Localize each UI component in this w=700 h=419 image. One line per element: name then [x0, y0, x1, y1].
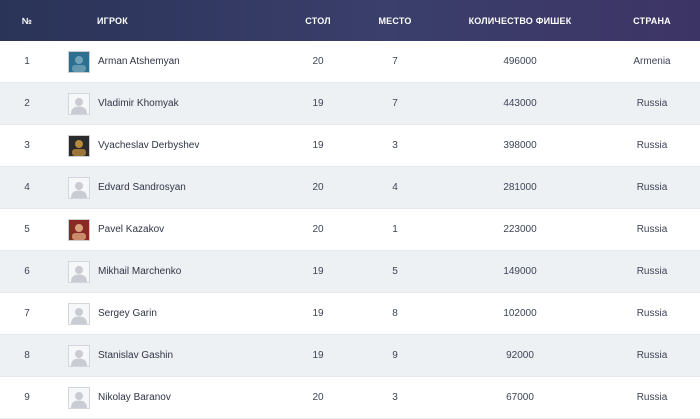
avatar-placeholder-icon: [68, 344, 90, 367]
player-cell[interactable]: Vyacheslav Derbyshev: [68, 134, 200, 157]
avatar-placeholder-icon: [68, 302, 90, 325]
table-number: 20: [312, 392, 324, 403]
row-number: 3: [24, 140, 30, 151]
country: Russia: [636, 140, 668, 151]
table-number: 19: [312, 350, 324, 361]
table-number: 20: [312, 224, 324, 235]
seat-number: 3: [392, 392, 398, 403]
row-number: 9: [24, 392, 30, 403]
chip-count: 281000: [503, 182, 537, 193]
table-body: 1 Arman Atshemyan 20 7 496000 Armenia 2 Vladi…: [0, 41, 700, 419]
player-name[interactable]: Edvard Sandrosyan: [98, 182, 186, 193]
avatar-placeholder-icon: [68, 386, 90, 409]
player-name[interactable]: Sergey Garin: [98, 308, 157, 319]
header-country[interactable]: СТРАНА: [633, 15, 671, 26]
avatar-placeholder-icon: [68, 92, 90, 115]
player-cell[interactable]: Mikhail Marchenko: [68, 260, 182, 283]
player-name[interactable]: Pavel Kazakov: [98, 224, 165, 235]
header-player[interactable]: ИГРОК: [97, 15, 128, 26]
player-cell[interactable]: Arman Atshemyan: [68, 50, 180, 73]
row-number: 5: [24, 224, 30, 235]
table-number: 20: [312, 56, 324, 67]
table-row[interactable]: 7 Sergey Garin 19 8 102000 Russia: [0, 293, 700, 335]
avatar-placeholder-icon: [68, 176, 90, 199]
header-place[interactable]: МЕСТО: [378, 15, 412, 26]
seat-number: 4: [392, 182, 398, 193]
avatar-placeholder-icon: [68, 260, 90, 283]
table-number: 19: [312, 308, 324, 319]
chip-count: 92000: [506, 350, 534, 361]
country: Russia: [636, 308, 668, 319]
row-number: 1: [24, 56, 30, 67]
header-chips[interactable]: КОЛИЧЕСТВО ФИШЕК: [468, 15, 572, 26]
seat-number: 5: [392, 266, 398, 277]
player-cell[interactable]: Edvard Sandrosyan: [68, 176, 186, 199]
row-number: 6: [24, 266, 30, 277]
chip-count: 496000: [503, 56, 537, 67]
table-row[interactable]: 9 Nikolay Baranov 20 3 67000 Russia: [0, 377, 700, 419]
player-name[interactable]: Vladimir Khomyak: [98, 98, 179, 109]
country: Russia: [636, 350, 668, 361]
player-name[interactable]: Nikolay Baranov: [98, 392, 171, 403]
player-cell[interactable]: Nikolay Baranov: [68, 386, 171, 409]
table-row[interactable]: 1 Arman Atshemyan 20 7 496000 Armenia: [0, 41, 700, 83]
seat-number: 1: [392, 224, 398, 235]
header-table[interactable]: СТОЛ: [305, 15, 331, 26]
seat-number: 7: [392, 56, 398, 67]
player-name[interactable]: Mikhail Marchenko: [98, 266, 182, 277]
player-name[interactable]: Stanislav Gashin: [98, 350, 174, 361]
table-number: 20: [312, 182, 324, 193]
country: Russia: [636, 224, 668, 235]
table-row[interactable]: 8 Stanislav Gashin 19 9 92000 Russia: [0, 335, 700, 377]
seat-number: 8: [392, 308, 398, 319]
row-number: 4: [24, 182, 30, 193]
chip-count: 443000: [503, 98, 537, 109]
player-cell[interactable]: Pavel Kazakov: [68, 218, 165, 241]
table-number: 19: [312, 98, 324, 109]
table-header: № ИГРОК СТОЛ МЕСТО КОЛИЧЕСТВО ФИШЕК СТРА…: [0, 0, 700, 41]
seat-number: 7: [392, 98, 398, 109]
table-number: 19: [312, 266, 324, 277]
country: Russia: [636, 98, 668, 109]
chip-count: 398000: [503, 140, 537, 151]
avatar-photo: [68, 134, 90, 157]
table-row[interactable]: 2 Vladimir Khomyak 19 7 443000 Russia: [0, 83, 700, 125]
chip-count: 102000: [503, 308, 537, 319]
table-row[interactable]: 5 Pavel Kazakov 20 1 223000 Russia: [0, 209, 700, 251]
row-number: 2: [24, 98, 30, 109]
row-number: 7: [24, 308, 30, 319]
player-cell[interactable]: Stanislav Gashin: [68, 344, 174, 367]
header-num[interactable]: №: [21, 15, 33, 26]
seat-number: 9: [392, 350, 398, 361]
table-number: 19: [312, 140, 324, 151]
chip-count: 223000: [503, 224, 537, 235]
country: Russia: [636, 266, 668, 277]
chip-count: 67000: [506, 392, 534, 403]
country: Russia: [636, 182, 668, 193]
player-name[interactable]: Vyacheslav Derbyshev: [98, 140, 200, 151]
avatar-photo: [68, 218, 90, 241]
chip-count: 149000: [503, 266, 537, 277]
table-row[interactable]: 4 Edvard Sandrosyan 20 4 281000 Russia: [0, 167, 700, 209]
seat-number: 3: [392, 140, 398, 151]
table-row[interactable]: 6 Mikhail Marchenko 19 5 149000 Russia: [0, 251, 700, 293]
player-cell[interactable]: Vladimir Khomyak: [68, 92, 179, 115]
player-cell[interactable]: Sergey Garin: [68, 302, 157, 325]
avatar-photo: [68, 50, 90, 73]
player-name[interactable]: Arman Atshemyan: [98, 56, 180, 67]
table-row[interactable]: 3 Vyacheslav Derbyshev 19 3 398000 Russia: [0, 125, 700, 167]
country: Armenia: [633, 56, 671, 67]
row-number: 8: [24, 350, 30, 361]
country: Russia: [636, 392, 668, 403]
